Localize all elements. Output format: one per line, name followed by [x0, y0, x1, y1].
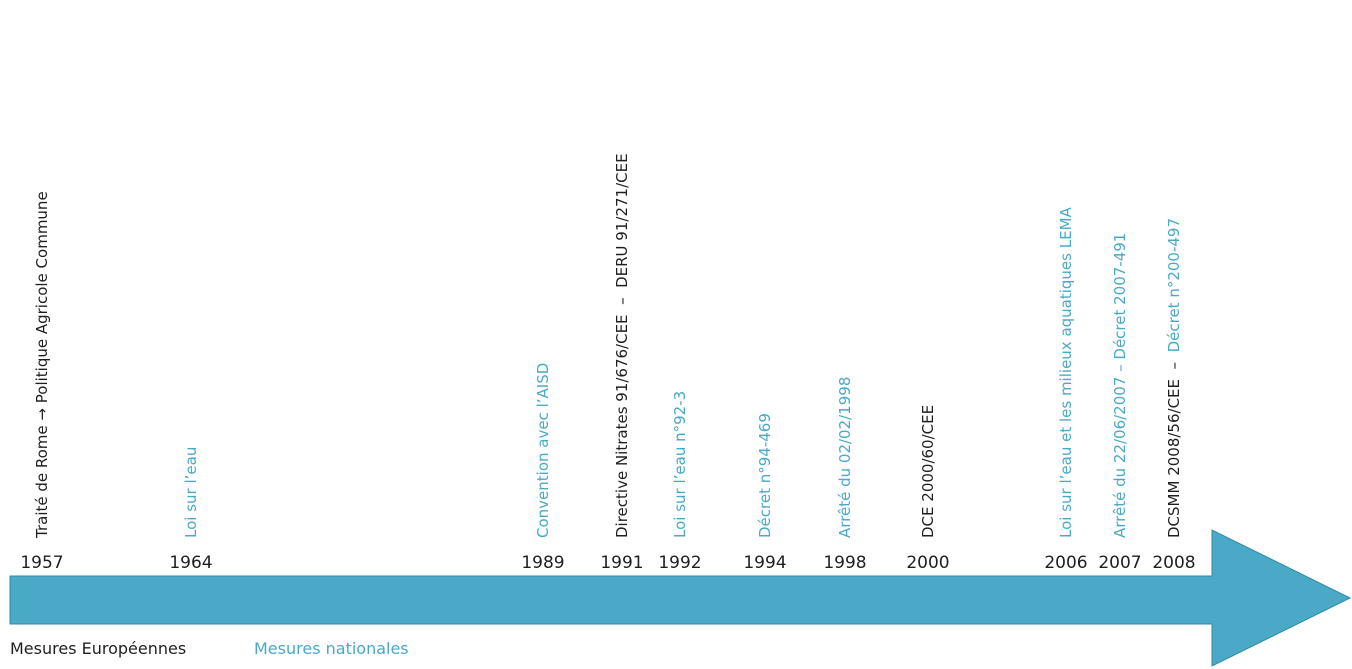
event-label-2007: Arrêté du 22/06/2007 – Décret 2007-491 [1111, 233, 1129, 538]
legend-national-label: Mesures nationales [254, 639, 409, 658]
event-label-2000: DCE 2000/60/CEE [919, 405, 937, 538]
event-text: Arrêté du 02/02/1998 [836, 377, 854, 538]
year-label: 1998 [823, 553, 866, 573]
year-label: 1989 [521, 553, 564, 573]
event-labels: Traité de Rome → Politique Agricole Comm… [33, 153, 1183, 539]
year-label: 2008 [1152, 553, 1195, 573]
event-text: Décret n°94-469 [756, 413, 774, 538]
event-text: Loi sur l’eau et les milieux aquatiques … [1057, 206, 1075, 538]
legend: Mesures Européennes Mesures nationales [10, 639, 409, 658]
event-text: DCSMM 2008/56/CEE [1165, 379, 1183, 538]
year-label: 1992 [658, 553, 701, 573]
event-text: Convention avec l’AISD [534, 363, 552, 538]
event-label-1964: Loi sur l’eau [182, 447, 200, 538]
timeline-arrow [9, 529, 1352, 667]
year-label: 1964 [169, 553, 212, 573]
event-separator: – [1165, 352, 1183, 379]
event-text: Décret n°200-497 [1165, 218, 1183, 352]
year-label: 2006 [1044, 553, 1087, 573]
event-text: Loi sur l’eau [182, 447, 200, 538]
event-text: Loi sur l’eau n°92-3 [671, 391, 689, 538]
year-label: 2000 [906, 553, 949, 573]
event-label-2008: DCSMM 2008/56/CEE – Décret n°200-497 [1165, 218, 1183, 538]
event-text: DCE 2000/60/CEE [919, 405, 937, 538]
event-label-1994: Décret n°94-469 [756, 413, 774, 538]
event-text: Directive Nitrates 91/676/CEE – DERU 91/… [613, 153, 631, 538]
event-label-1989: Convention avec l’AISD [534, 363, 552, 538]
year-labels: 1957 1964 1989 1991 1992 1994 1998 2000 2006 2007… [20, 553, 1195, 573]
year-label: 1994 [743, 553, 786, 573]
year-label: 1957 [20, 553, 63, 573]
event-label-2006: Loi sur l’eau et les milieux aquatiques … [1057, 206, 1075, 538]
event-label-1992: Loi sur l’eau n°92-3 [671, 391, 689, 538]
event-label-1991: Directive Nitrates 91/676/CEE – DERU 91/… [613, 153, 631, 538]
event-label-1998: Arrêté du 02/02/1998 [836, 377, 854, 538]
event-label-1957: Traité de Rome → Politique Agricole Comm… [33, 191, 51, 539]
year-label: 2007 [1098, 553, 1141, 573]
legend-european-label: Mesures Européennes [10, 639, 186, 658]
event-text: Arrêté du 22/06/2007 – Décret 2007-491 [1111, 233, 1129, 538]
event-text: Traité de Rome → Politique Agricole Comm… [33, 191, 51, 539]
year-label: 1991 [600, 553, 643, 573]
